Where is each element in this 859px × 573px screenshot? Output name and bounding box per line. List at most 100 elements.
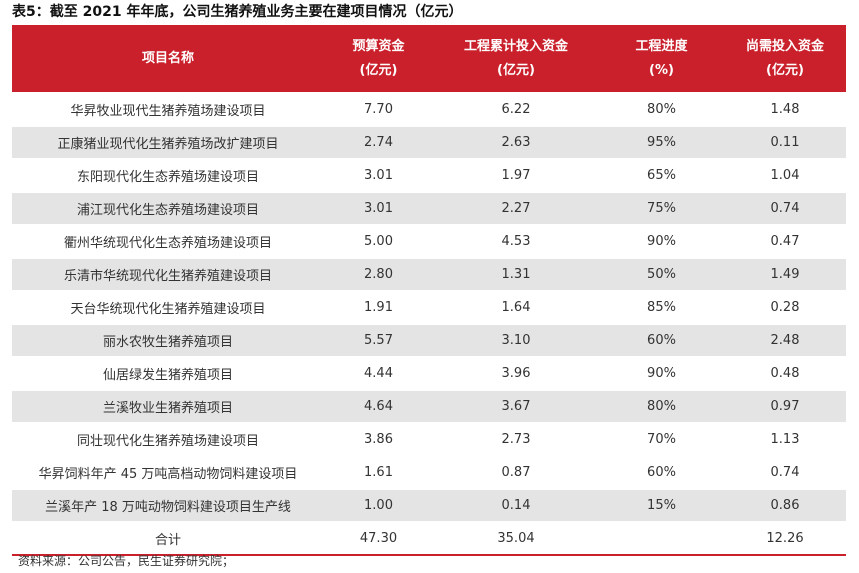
table-row: 衢州华统现代化生态养殖场建设项目 5.00 4.53 90% 0.47 [12, 224, 846, 258]
cell-progress: 80% [599, 92, 724, 126]
cell-remaining: 0.86 [724, 488, 846, 522]
cell-remaining: 1.04 [724, 158, 846, 192]
cell-invested: 6.22 [433, 92, 599, 126]
cell-total-progress [599, 521, 724, 556]
header-invested: 工程累计投入资金 (亿元) [433, 25, 599, 93]
cell-invested: 3.10 [433, 323, 599, 357]
cell-project-name: 丽水农牧生猪养殖项目 [12, 323, 324, 357]
cell-invested: 0.87 [433, 455, 599, 489]
cell-total-budget: 47.30 [324, 521, 433, 556]
table-row: 天台华统现代化生猪养殖建设项目 1.91 1.64 85% 0.28 [12, 290, 846, 324]
cell-progress: 80% [599, 389, 724, 423]
cell-budget: 3.01 [324, 158, 433, 192]
cell-project-name: 衢州华统现代化生态养殖场建设项目 [12, 224, 324, 258]
cell-progress: 75% [599, 191, 724, 225]
header-unit: (亿元) [497, 62, 535, 78]
cell-budget: 3.01 [324, 191, 433, 225]
cell-remaining: 0.74 [724, 191, 846, 225]
cell-budget: 7.70 [324, 92, 433, 126]
table-row: 兰溪年产 18 万吨动物饲料建设项目生产线 1.00 0.14 15% 0.86 [12, 488, 846, 522]
cell-invested: 2.73 [433, 422, 599, 456]
table-title: 表5：截至 2021 年年底，公司生猪养殖业务主要在建项目情况（亿元） [12, 4, 463, 20]
cell-remaining: 1.49 [724, 257, 846, 291]
header-label: 预算资金 [352, 38, 405, 54]
projects-table: 项目名称 预算资金 (亿元) 工程累计投入资金 (亿元) 工程进度 (%) 尚需… [12, 25, 846, 556]
cell-project-name: 仙居绿发生猪养殖项目 [12, 356, 324, 390]
header-budget: 预算资金 (亿元) [324, 25, 433, 93]
header-unit: (%) [649, 62, 674, 78]
cell-total-label: 合计 [12, 521, 324, 556]
cell-total-remaining: 12.26 [724, 521, 846, 556]
table-header-row: 项目名称 预算资金 (亿元) 工程累计投入资金 (亿元) 工程进度 (%) 尚需… [12, 25, 846, 93]
cell-invested: 1.97 [433, 158, 599, 192]
cell-remaining: 0.28 [724, 290, 846, 324]
cell-total-invested: 35.04 [433, 521, 599, 556]
cell-budget: 1.61 [324, 455, 433, 489]
cell-remaining: 0.48 [724, 356, 846, 390]
cell-budget: 3.86 [324, 422, 433, 456]
table-row: 华昇饲料年产 45 万吨高档动物饲料建设项目 1.61 0.87 60% 0.7… [12, 455, 846, 489]
cell-remaining: 2.48 [724, 323, 846, 357]
header-remaining: 尚需投入资金 (亿元) [724, 25, 846, 93]
cell-budget: 5.57 [324, 323, 433, 357]
table-row: 华昇牧业现代生猪养殖场建设项目 7.70 6.22 80% 1.48 [12, 92, 846, 126]
cell-remaining: 1.13 [724, 422, 846, 456]
cell-invested: 2.27 [433, 191, 599, 225]
cell-progress: 90% [599, 356, 724, 390]
cell-budget: 1.00 [324, 488, 433, 522]
cell-budget: 4.44 [324, 356, 433, 390]
cell-remaining: 0.11 [724, 125, 846, 159]
header-progress: 工程进度 (%) [599, 25, 724, 93]
cell-project-name: 同壮现代化生猪养殖场建设项目 [12, 422, 324, 456]
cell-project-name: 浦江现代化生态养殖场建设项目 [12, 191, 324, 225]
cell-invested: 3.67 [433, 389, 599, 423]
cell-project-name: 华昇饲料年产 45 万吨高档动物饲料建设项目 [12, 455, 324, 489]
cell-budget: 4.64 [324, 389, 433, 423]
cell-invested: 1.31 [433, 257, 599, 291]
cell-budget: 1.91 [324, 290, 433, 324]
cell-invested: 3.96 [433, 356, 599, 390]
header-unit: (亿元) [359, 62, 398, 78]
cell-progress: 95% [599, 125, 724, 159]
cell-progress: 70% [599, 422, 724, 456]
cell-progress: 60% [599, 323, 724, 357]
cell-budget: 2.80 [324, 257, 433, 291]
header-label: 工程进度 [635, 38, 688, 54]
header-label: 项目名称 [141, 50, 194, 66]
table-row: 兰溪牧业生猪养殖项目 4.64 3.67 80% 0.97 [12, 389, 846, 423]
header-unit: (亿元) [766, 62, 804, 78]
cell-invested: 0.14 [433, 488, 599, 522]
header-label: 工程累计投入资金 [463, 38, 568, 54]
cell-project-name: 乐清市华统现代化生猪养殖建设项目 [12, 257, 324, 291]
cell-remaining: 0.47 [724, 224, 846, 258]
table-row: 东阳现代化生态养殖场建设项目 3.01 1.97 65% 1.04 [12, 158, 846, 192]
cell-project-name: 正康猪业现代化生猪养殖场改扩建项目 [12, 125, 324, 159]
cell-budget: 2.74 [324, 125, 433, 159]
cell-progress: 15% [599, 488, 724, 522]
cell-remaining: 0.97 [724, 389, 846, 423]
cell-budget: 5.00 [324, 224, 433, 258]
cell-project-name: 兰溪牧业生猪养殖项目 [12, 389, 324, 423]
cell-progress: 60% [599, 455, 724, 489]
cell-project-name: 兰溪年产 18 万吨动物饲料建设项目生产线 [12, 488, 324, 522]
cell-remaining: 1.48 [724, 92, 846, 126]
table-row: 仙居绿发生猪养殖项目 4.44 3.96 90% 0.48 [12, 356, 846, 390]
table-row: 丽水农牧生猪养殖项目 5.57 3.10 60% 2.48 [12, 323, 846, 357]
source-note: 资料来源：公司公告，民生证券研究院； [18, 554, 235, 568]
cell-project-name: 天台华统现代化生猪养殖建设项目 [12, 290, 324, 324]
cell-progress: 50% [599, 257, 724, 291]
cell-progress: 85% [599, 290, 724, 324]
cell-invested: 2.63 [433, 125, 599, 159]
table-row: 浦江现代化生态养殖场建设项目 3.01 2.27 75% 0.74 [12, 191, 846, 225]
cell-project-name: 东阳现代化生态养殖场建设项目 [12, 158, 324, 192]
table-total-row: 合计 47.30 35.04 12.26 [12, 521, 846, 556]
table-row: 乐清市华统现代化生猪养殖建设项目 2.80 1.31 50% 1.49 [12, 257, 846, 291]
table-row: 正康猪业现代化生猪养殖场改扩建项目 2.74 2.63 95% 0.11 [12, 125, 846, 159]
cell-project-name: 华昇牧业现代生猪养殖场建设项目 [12, 92, 324, 126]
cell-progress: 65% [599, 158, 724, 192]
cell-invested: 1.64 [433, 290, 599, 324]
header-label: 尚需投入资金 [745, 38, 824, 54]
cell-remaining: 0.74 [724, 455, 846, 489]
cell-progress: 90% [599, 224, 724, 258]
